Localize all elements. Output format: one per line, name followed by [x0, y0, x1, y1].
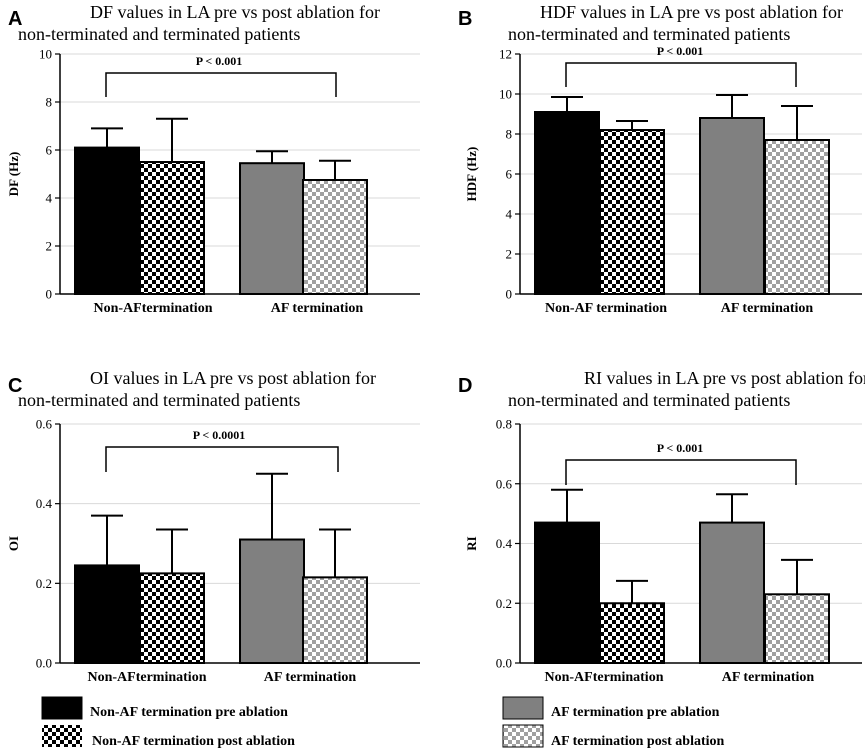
y-tick-label: 0.6 — [496, 476, 513, 491]
chart-title-line: non-terminated and terminated patients — [508, 390, 790, 410]
legend-label: Non-AF termination pre ablation — [90, 705, 288, 720]
y-tick-label: 6 — [46, 143, 53, 158]
y-axis-label: HDF (Hz) — [464, 147, 479, 202]
bar-af-pre — [699, 521, 765, 665]
bar-non-af-post — [599, 129, 665, 295]
legend-item: AF termination pre ablation — [502, 696, 720, 720]
y-tick-label: 10 — [39, 47, 52, 62]
bar-af-post — [764, 139, 830, 295]
x-category-label: AF termination — [722, 670, 815, 685]
chart-panel-d: D RI values in LA pre vs post ablation fo… — [458, 368, 865, 685]
significance-bracket — [565, 459, 797, 485]
y-tick-label: 0 — [506, 287, 513, 302]
p-value-label: P < 0.001 — [657, 441, 704, 455]
y-tick-label: 6 — [506, 167, 513, 182]
y-tick-label: 0.2 — [36, 576, 52, 591]
y-axis-label: RI — [464, 536, 479, 550]
chart-title-line: non-terminated and terminated patients — [508, 24, 790, 44]
bar-non-af-pre — [74, 564, 140, 664]
y-tick-label: 10 — [499, 87, 512, 102]
chart-title-line: HDF values in LA pre vs post ablation fo… — [540, 2, 843, 22]
legend-label: AF termination pre ablation — [551, 705, 720, 720]
chart-title-line: non-terminated and terminated patients — [18, 24, 300, 44]
y-tick-label: 8 — [46, 95, 53, 110]
bar-non-af-post — [139, 572, 205, 664]
x-category-label: AF termination — [264, 670, 357, 685]
legend-swatch — [502, 724, 544, 748]
panel-letter: C — [8, 375, 22, 397]
legend-swatch — [42, 725, 82, 747]
bar-af-post — [302, 576, 368, 665]
y-tick-label: 0.4 — [496, 536, 513, 551]
y-tick-label: 8 — [506, 127, 513, 142]
significance-bracket — [105, 446, 339, 472]
y-tick-label: 0.2 — [496, 596, 512, 611]
legend-item: Non-AF termination pre ablation — [41, 696, 288, 720]
legend-label: AF termination post ablation — [551, 734, 725, 749]
chart-title-line: RI values in LA pre vs post ablation for — [584, 368, 865, 388]
chart-title-line: OI values in LA pre vs post ablation for — [90, 368, 376, 388]
y-tick-label: 2 — [46, 239, 53, 254]
chart-title-line: DF values in LA pre vs post ablation for — [90, 2, 380, 22]
chart-panel-b: B HDF values in LA pre vs post ablation f… — [458, 2, 862, 316]
p-value-label: P < 0.001 — [657, 44, 704, 58]
y-axis-label: DF (Hz) — [6, 152, 21, 197]
bar-af-pre — [239, 538, 305, 664]
p-value-label: P < 0.001 — [196, 54, 243, 68]
bar-af-post — [302, 179, 368, 295]
y-tick-label: 12 — [499, 47, 512, 62]
legend-label: Non-AF termination post ablation — [92, 734, 295, 749]
y-tick-label: 0.0 — [36, 656, 52, 671]
legend-item: AF termination post ablation — [502, 724, 725, 749]
bar-af-pre — [699, 117, 765, 295]
y-tick-label: 0 — [46, 287, 53, 302]
panel-letter: A — [8, 8, 22, 30]
bar-non-af-pre — [534, 521, 600, 665]
bar-non-af-post — [599, 602, 665, 664]
y-tick-label: 0.8 — [496, 417, 512, 432]
y-tick-label: 4 — [46, 191, 53, 206]
y-tick-label: 0.0 — [496, 656, 512, 671]
bar-non-af-pre — [74, 146, 140, 295]
y-axis-label: OI — [6, 536, 21, 551]
significance-bracket — [105, 72, 337, 97]
panel-letter: B — [458, 8, 472, 30]
chart-title-line: non-terminated and terminated patients — [18, 390, 300, 410]
y-tick-label: 0.6 — [36, 417, 53, 432]
legend: Non-AF termination pre ablation Non-AF te… — [41, 696, 725, 749]
legend-item: Non-AF termination post ablation — [42, 725, 295, 749]
y-tick-label: 0.4 — [36, 496, 53, 511]
bar-af-post — [764, 593, 830, 664]
x-category-label: AF termination — [271, 301, 364, 316]
y-tick-label: 4 — [506, 207, 513, 222]
bar-non-af-post — [139, 161, 205, 295]
legend-swatch — [502, 696, 544, 720]
x-category-label: Non-AFtermination — [88, 670, 207, 685]
legend-swatch — [41, 696, 83, 720]
x-category-label: Non-AFtermination — [545, 670, 664, 685]
p-value-label: P < 0.0001 — [193, 428, 246, 442]
chart-panel-c: C OI values in LA pre vs post ablation fo… — [6, 368, 420, 685]
bar-non-af-pre — [534, 111, 600, 295]
significance-bracket — [565, 62, 797, 87]
panel-letter: D — [458, 375, 472, 397]
chart-panel-a: A DF values in LA pre vs post ablation fo… — [6, 2, 420, 316]
y-tick-label: 2 — [506, 247, 513, 262]
x-category-label: AF termination — [721, 301, 814, 316]
x-category-label: Non-AF termination — [545, 301, 667, 316]
x-category-label: Non-AFtermination — [94, 301, 213, 316]
bar-af-pre — [239, 162, 305, 295]
